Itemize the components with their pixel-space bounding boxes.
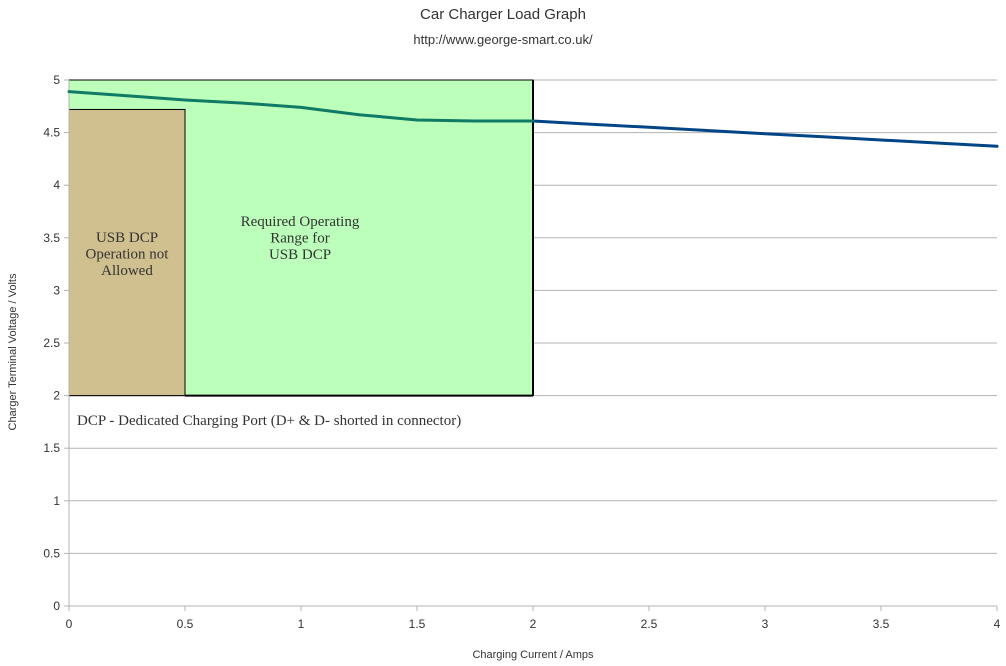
y-tick-label: 3: [53, 283, 60, 297]
y-tick-label: 5: [53, 73, 60, 87]
series-line-outside-range: [531, 119, 999, 148]
region-not-allowed: [68, 108, 186, 397]
y-tick-label: 2: [53, 389, 60, 403]
x-tick-label: 0.5: [177, 617, 194, 631]
y-tick-label: 4: [53, 178, 60, 192]
y-tick-label: 4.5: [43, 126, 60, 140]
x-tick-label: 4: [994, 617, 1001, 631]
y-axis-label: Charger Terminal Voltage / Volts: [7, 273, 19, 431]
x-tick-label: 3.5: [873, 617, 890, 631]
chart-subtitle: http://www.george-smart.co.uk/: [413, 32, 593, 47]
annotation-text: DCP - Dedicated Charging Port (D+ & D- s…: [77, 413, 461, 429]
y-tick-label: 1.5: [43, 441, 60, 455]
x-tick-label: 2: [530, 617, 537, 631]
y-tick-label: 3.5: [43, 231, 60, 245]
x-tick-label: 1: [298, 617, 305, 631]
region-not-allowed-label: USB DCP: [96, 230, 158, 246]
region-not-allowed-label: Operation not: [86, 247, 170, 263]
y-tick-label: 0.5: [43, 546, 60, 560]
region-operating-range-label: USB DCP: [269, 247, 331, 263]
x-tick-label: 2.5: [641, 617, 658, 631]
region-operating-range-label: Range for: [270, 231, 330, 247]
x-tick-label: 0: [66, 617, 73, 631]
y-tick-label: 2.5: [43, 336, 60, 350]
y-tick-label: 1: [53, 494, 60, 508]
region-operating-range-label: Required Operating: [241, 214, 360, 230]
chart-title: Car Charger Load Graph: [420, 6, 586, 23]
x-tick-label: 1.5: [409, 617, 426, 631]
x-tick-label: 3: [762, 617, 769, 631]
region-not-allowed-label: Allowed: [101, 263, 153, 279]
series-line-in-range: [67, 90, 535, 123]
x-axis-label: Charging Current / Amps: [472, 649, 594, 661]
y-tick-label: 0: [53, 599, 60, 613]
